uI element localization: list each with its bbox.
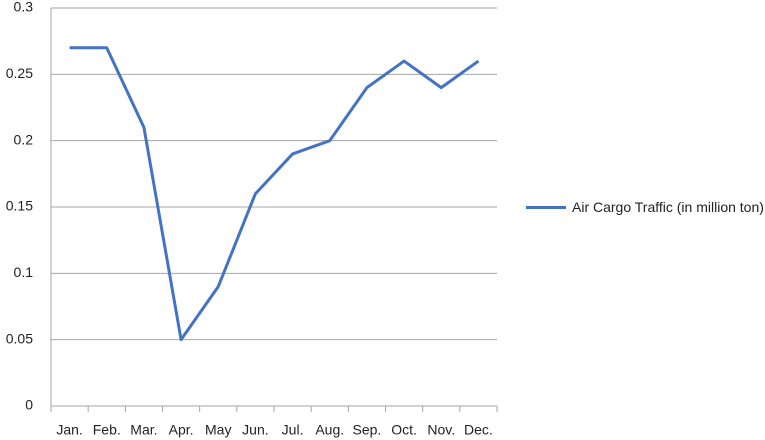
x-tick-label: May <box>205 422 231 438</box>
x-tick-label: Nov. <box>427 422 455 438</box>
x-tick-label: Jun. <box>242 422 268 438</box>
x-tick-label: Jan. <box>56 422 82 438</box>
x-tick-label: Feb. <box>93 422 121 438</box>
y-tick-label: 0.15 <box>6 198 33 214</box>
x-tick-label: Oct. <box>391 422 417 438</box>
x-tick-label: Aug. <box>315 422 344 438</box>
legend-label: Air Cargo Traffic (in million ton) <box>572 199 764 215</box>
y-tick-label: 0 <box>25 397 33 413</box>
line <box>69 46 480 342</box>
x-tick-label: Mar. <box>130 422 157 438</box>
y-tick-label: 0.25 <box>6 65 33 81</box>
x-tick-label: Dec. <box>464 422 493 438</box>
x-tick-label: Jul. <box>282 422 304 438</box>
x-tick-label: Apr. <box>169 422 194 438</box>
legend-key <box>526 206 566 209</box>
y-tick-label: 0.3 <box>14 0 34 15</box>
legend: Air Cargo Traffic (in million ton) <box>520 197 765 218</box>
x-tick-label: Sep. <box>353 422 382 438</box>
y-tick-label: 0.1 <box>14 264 34 280</box>
y-tick-label: 0.2 <box>14 131 34 147</box>
y-tick-label: 0.05 <box>6 330 33 346</box>
